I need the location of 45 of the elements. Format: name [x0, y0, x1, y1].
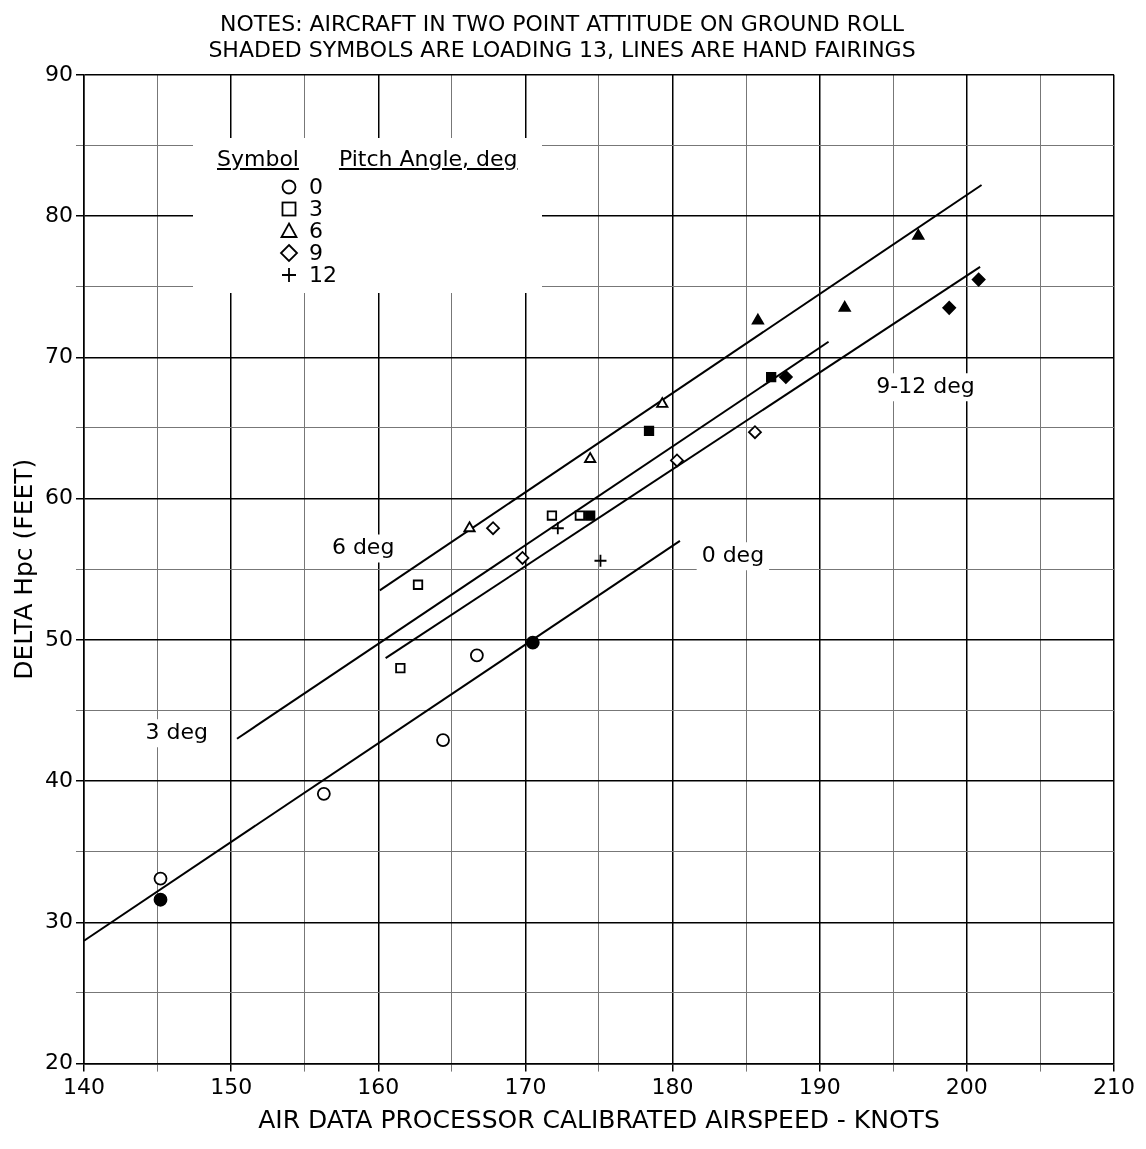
y-tick-label: 90	[44, 60, 73, 86]
chart-title: NOTES: AIRCRAFT IN TWO POINT ATTITUDE ON GROUND ROLL	[220, 10, 905, 36]
legend-label: 3	[308, 196, 324, 221]
y-tick-label: 40	[44, 766, 73, 792]
point	[486, 521, 500, 536]
y-axis-title: DELTA Hpc (FEET)	[8, 458, 38, 680]
x-tick-label: 170	[504, 1073, 547, 1099]
point	[469, 648, 484, 663]
y-tick-label: 70	[44, 343, 73, 369]
point	[546, 510, 558, 521]
x-tick-label: 140	[62, 1073, 105, 1099]
legend-label: 9	[308, 240, 324, 265]
point	[670, 453, 684, 468]
y-tick-label: 60	[44, 484, 73, 510]
annotation: Symbol	[217, 146, 299, 173]
y-tick-label: 20	[44, 1049, 73, 1075]
x-tick-label: 190	[798, 1073, 841, 1099]
annotation: 6 deg	[331, 534, 395, 560]
point	[316, 786, 331, 801]
y-tick-label: 30	[44, 908, 73, 934]
point	[436, 733, 450, 748]
point	[593, 553, 608, 568]
annotation: 0 deg	[701, 542, 765, 568]
x-tick-label: 150	[210, 1073, 253, 1099]
y-tick-label: 50	[44, 625, 73, 651]
legend-title: Pitch Angle, deg	[338, 146, 518, 173]
x-tick-label: 200	[945, 1073, 988, 1099]
x-tick-label: 210	[1093, 1073, 1135, 1099]
point	[748, 425, 762, 440]
point	[395, 662, 406, 674]
point	[515, 551, 530, 565]
x-tick-label: 160	[357, 1073, 400, 1099]
legend-label: 6	[308, 218, 324, 243]
annotation: 9-12 deg	[876, 372, 975, 398]
annotation: 3 deg	[145, 719, 208, 745]
point	[412, 579, 424, 590]
chart-subtitle: SHADED SYMBOLS ARE LOADING 13, LINES ARE HAND FAIRINGS	[208, 37, 916, 63]
legend-label: 12	[308, 262, 338, 287]
point	[550, 521, 565, 536]
point	[153, 871, 168, 886]
legend-label: 0	[308, 174, 324, 199]
x-tick-label: 180	[651, 1073, 694, 1099]
point	[574, 510, 586, 521]
y-tick-label: 80	[44, 201, 73, 227]
x-axis-title: AIR DATA PROCESSOR CALIBRATED AIRSPEED - KNOTS	[258, 1104, 940, 1134]
